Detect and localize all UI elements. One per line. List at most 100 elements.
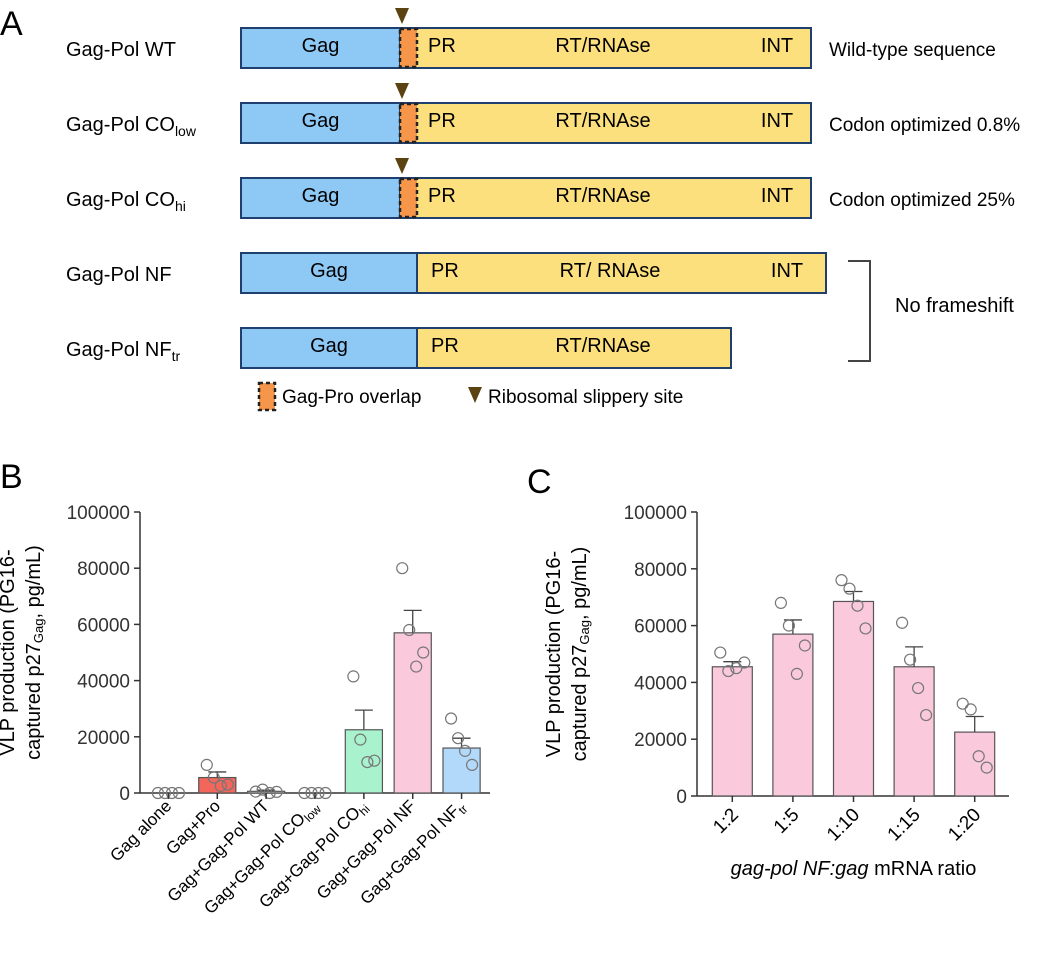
y-tick-label: 60000: [634, 617, 687, 638]
legend-slip-label: Ribosomal slippery site: [488, 387, 683, 408]
x-tick-label: 1:20: [944, 804, 985, 845]
y-tick-label: 20000: [77, 728, 130, 749]
construct-label: Gag-Pol NFtr: [66, 339, 180, 364]
data-point: [444, 712, 458, 725]
data-point: [972, 750, 985, 763]
data-point: [312, 786, 325, 800]
data-point: [256, 783, 269, 796]
data-point: [738, 656, 751, 669]
y-axis-label: VLP production (PG16-captured p27Gag, pg…: [543, 547, 592, 762]
domain-gag: Gag: [302, 110, 340, 132]
data-point: [368, 754, 381, 767]
data-point: [714, 646, 727, 659]
data-point: [151, 786, 165, 800]
bar: [246, 790, 286, 794]
y-axis-label: VLP production (PG16-captured p27Gag, pg…: [0, 545, 46, 760]
y-tick-label: 20000: [634, 730, 687, 751]
data-point: [417, 646, 430, 659]
x-tick-label-main: Gag alone: [106, 796, 175, 865]
panel-a-diagram: Gag-Pol WT Gag PR RT/RNAse INT Wild-type sequ…: [66, 8, 1020, 412]
pol-segment: [416, 252, 827, 294]
pol-segment: [399, 102, 812, 144]
construct-name: Gag-Pol CO: [66, 189, 175, 211]
data-point: [956, 697, 969, 710]
gag-segment: [240, 327, 418, 369]
slippery-site-marker: [395, 158, 409, 174]
x-tick-label: 1:15: [884, 804, 925, 845]
legend-slip-icon: [468, 387, 482, 403]
y-axis-label-post: , pg/mL): [23, 545, 45, 618]
data-point: [354, 733, 367, 746]
construct-name: Gag-Pol CO: [66, 114, 175, 136]
data-point: [458, 744, 472, 757]
panel-a-letter: A: [0, 5, 23, 43]
pol-segment: [399, 27, 812, 69]
construct-note: Wild-type sequence: [829, 40, 996, 61]
domain-pr: PR: [431, 260, 459, 282]
data-point: [207, 771, 220, 784]
y-tick-label: 0: [676, 787, 687, 808]
y-axis-label-line2: captured p27Gag, pg/mL): [569, 547, 592, 762]
construct-label: Gag-Pol WT: [66, 39, 176, 61]
data-point: [305, 786, 318, 800]
data-point: [919, 708, 933, 722]
gag-pro-overlap: [398, 102, 419, 144]
data-point: [200, 758, 213, 772]
y-tick-label: 60000: [77, 615, 130, 636]
bar: [344, 729, 384, 794]
data-point: [298, 786, 311, 800]
data-point: [249, 785, 262, 798]
panel-c-chart: C VLP production (PG16- captured p27Gag, p…: [527, 463, 1009, 880]
legend-overlap-swatch: [257, 381, 277, 412]
construct-name: Gag-Pol NF: [66, 264, 172, 286]
x-tick-label: 1:2: [709, 804, 743, 838]
data-point: [730, 662, 743, 675]
bar: [711, 666, 753, 797]
domain-gag: Gag: [310, 335, 348, 357]
gag-segment: [240, 252, 418, 294]
legend-overlap-label: Gag-Pro overlap: [282, 387, 421, 408]
data-point: [722, 664, 735, 678]
y-tick-label: 100000: [67, 503, 130, 524]
bar: [954, 731, 996, 797]
data-point: [410, 660, 423, 673]
slippery-site-marker: [395, 8, 409, 24]
y-tick-label: 40000: [77, 672, 130, 693]
bar: [893, 666, 935, 797]
data-point: [980, 761, 993, 774]
gag-pro-overlap: [398, 27, 419, 69]
data-point: [798, 639, 812, 652]
domain-int: INT: [771, 260, 803, 282]
domain-rt: RT/RNAse: [555, 35, 650, 57]
bar: [772, 633, 814, 797]
data-point: [790, 667, 804, 680]
domain-int: INT: [761, 35, 793, 57]
data-point: [158, 786, 172, 800]
data-point: [172, 786, 186, 800]
y-tick-label: 80000: [634, 560, 687, 581]
domain-gag: Gag: [302, 35, 340, 57]
y-tick-label: 0: [119, 784, 130, 805]
pol-segment: [416, 327, 732, 369]
data-point: [774, 596, 788, 609]
construct-label: Gag-Pol COhi: [66, 189, 186, 214]
construct-note: Codon optimized 25%: [829, 190, 1015, 211]
data-point: [835, 574, 848, 587]
construct-subscript: low: [175, 123, 197, 139]
y-axis-label-sub: Gag: [31, 619, 46, 644]
panel-letter: B: [0, 458, 23, 496]
data-point: [782, 619, 796, 632]
construct-subscript: tr: [172, 348, 181, 364]
construct-label: Gag-Pol COlow: [66, 114, 197, 139]
domain-rt: RT/ RNAse: [560, 260, 661, 282]
data-point: [214, 779, 227, 793]
data-point: [851, 599, 864, 612]
x-axis-label: gag-pol NF:gag mRNA ratio: [731, 858, 977, 880]
panel-letter: C: [527, 463, 552, 501]
domain-rt: RT/RNAse: [555, 335, 650, 357]
domain-pr: PR: [428, 110, 456, 132]
y-axis-label-pre: captured p27: [23, 643, 45, 760]
domain-int: INT: [761, 185, 793, 207]
data-point: [361, 755, 374, 769]
